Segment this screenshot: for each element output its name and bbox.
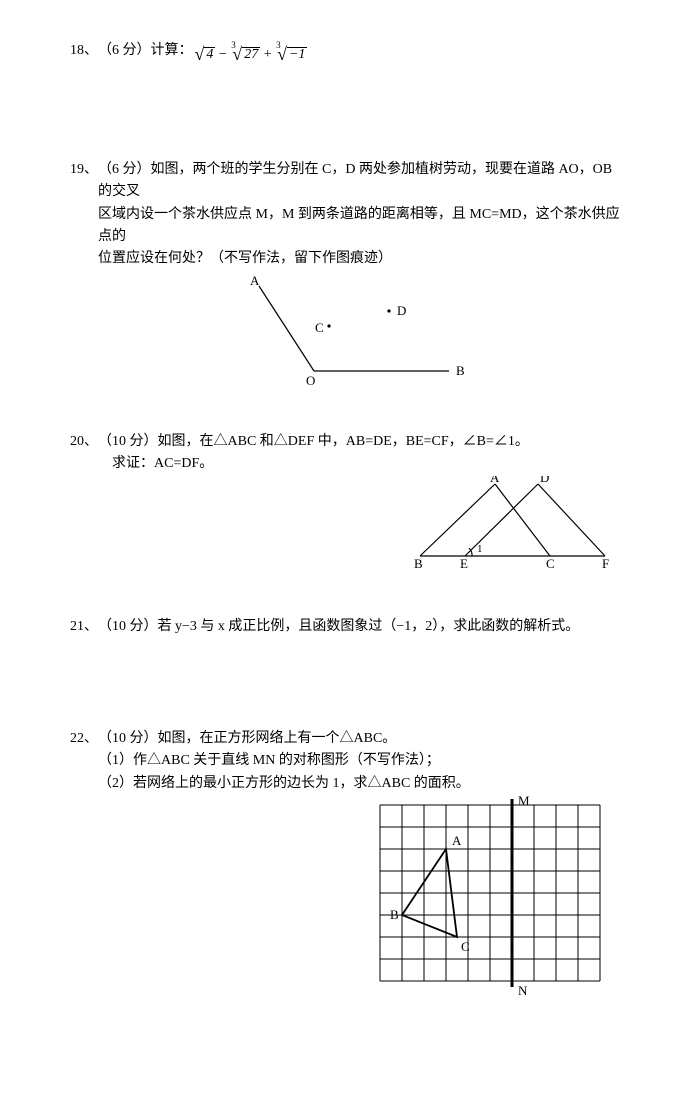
svg-text:B: B	[456, 363, 465, 378]
expression: √4 − 3√27 + 3√−1	[193, 40, 308, 69]
problem-number: 22、	[70, 728, 98, 750]
points-label: （10 分）	[98, 434, 158, 449]
svg-text:C: C	[461, 939, 470, 954]
stem-line: （2）若网络上的最小正方形的边长为 1，求△ABC 的面积。	[98, 773, 620, 795]
svg-text:C: C	[315, 320, 324, 335]
problem-18: 18、 （6 分） 计算： √4 − 3√27 + 3√−1	[70, 40, 620, 69]
cbrt-27: 3√27	[230, 40, 260, 69]
problem-body: （10 分）如图，在正方形网络上有一个△ABC。 （1）作△ABC 关于直线 M…	[98, 728, 620, 1013]
svg-text:D: D	[540, 476, 549, 485]
op-minus: −	[219, 47, 227, 62]
stem-prefix: 计算：	[151, 40, 193, 62]
cbrt-neg1: 3√−1	[275, 40, 307, 69]
svg-text:M: M	[518, 795, 530, 808]
svg-text:C: C	[546, 556, 555, 571]
problem-row: 22、 （10 分）如图，在正方形网络上有一个△ABC。 （1）作△ABC 关于…	[70, 728, 620, 1013]
points-label: （6 分）	[98, 162, 151, 177]
svg-text:B: B	[390, 907, 399, 922]
problem-number: 20、	[70, 431, 98, 453]
problem-21: 21、 （10 分）若 y−3 与 x 成正比例，且函数图象过（−1，2），求此…	[70, 616, 620, 638]
svg-text:1: 1	[477, 543, 483, 555]
sqrt-4: √4	[193, 40, 216, 69]
svg-text:E: E	[460, 556, 468, 571]
problem-number: 18、	[70, 40, 98, 62]
svg-text:N: N	[518, 983, 528, 998]
figure-q20: A D B E C F 1	[410, 476, 620, 576]
problem-row: 18、 （6 分） 计算： √4 − 3√27 + 3√−1	[70, 40, 620, 69]
problem-row: 21、 （10 分）若 y−3 与 x 成正比例，且函数图象过（−1，2），求此…	[70, 616, 620, 638]
svg-text:B: B	[414, 556, 423, 571]
stem-line: 位置应设在何处？（不写作法，留下作图痕迹）	[98, 248, 620, 270]
problem-22: 22、 （10 分）如图，在正方形网络上有一个△ABC。 （1）作△ABC 关于…	[70, 728, 620, 1013]
svg-text:A: A	[490, 476, 500, 485]
points-label: （10 分）	[98, 731, 158, 746]
svg-text:A: A	[452, 833, 462, 848]
problem-body: （6 分）如图，两个班的学生分别在 C，D 两处参加植树劳动，现要在道路 AO，…	[98, 159, 620, 391]
stem-line: 求证：AC=DF。	[112, 453, 620, 475]
problem-body: （10 分）若 y−3 与 x 成正比例，且函数图象过（−1，2），求此函数的解…	[98, 616, 620, 638]
figure-q19: A B O C D	[224, 271, 494, 391]
stem-line: 区域内设一个茶水供应点 M，M 到两条道路的距离相等，且 MC=MD，这个茶水供…	[98, 204, 620, 249]
figure-container: A B O C D	[98, 271, 620, 391]
op-plus: +	[264, 47, 272, 62]
stem-line: （1）作△ABC 关于直线 MN 的对称图形（不写作法）；	[98, 750, 620, 772]
figure-container: A B C M N	[98, 795, 620, 1013]
stem-line: 如图，两个班的学生分别在 C，D 两处参加植树劳动，现要在道路 AO，OB 的交…	[98, 162, 612, 199]
figure-q22: A B C M N	[370, 795, 620, 1013]
stem-line: 如图，在正方形网络上有一个△ABC。	[158, 731, 397, 746]
svg-text:A: A	[250, 273, 260, 288]
points-label: （10 分）	[98, 619, 158, 634]
svg-text:O: O	[306, 373, 315, 388]
problem-20: 20、 （10 分）如图，在△ABC 和△DEF 中，AB=DE，BE=CF，∠…	[70, 431, 620, 576]
problem-body: （10 分）如图，在△ABC 和△DEF 中，AB=DE，BE=CF，∠B=∠1…	[98, 431, 620, 576]
problem-number: 21、	[70, 616, 98, 638]
stem-line: 若 y−3 与 x 成正比例，且函数图象过（−1，2），求此函数的解析式。	[158, 619, 580, 634]
figure-container: A D B E C F 1	[98, 476, 620, 576]
points-label: （6 分）	[98, 40, 151, 62]
stem-line: 如图，在△ABC 和△DEF 中，AB=DE，BE=CF，∠B=∠1。	[158, 434, 529, 449]
problem-number: 19、	[70, 159, 98, 181]
problem-19: 19、 （6 分）如图，两个班的学生分别在 C，D 两处参加植树劳动，现要在道路…	[70, 159, 620, 391]
problem-row: 19、 （6 分）如图，两个班的学生分别在 C，D 两处参加植树劳动，现要在道路…	[70, 159, 620, 391]
svg-text:F: F	[602, 556, 609, 571]
problem-row: 20、 （10 分）如图，在△ABC 和△DEF 中，AB=DE，BE=CF，∠…	[70, 431, 620, 576]
svg-text:D: D	[397, 303, 406, 318]
